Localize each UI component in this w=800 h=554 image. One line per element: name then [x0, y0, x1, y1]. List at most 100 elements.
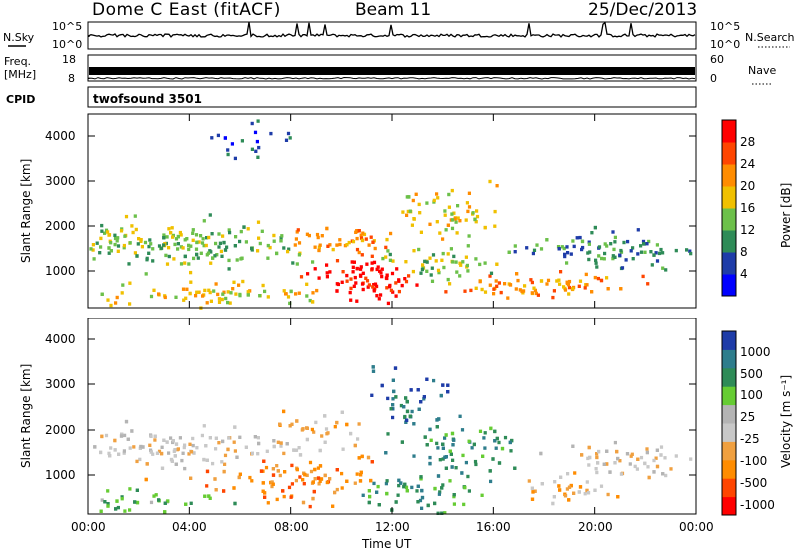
- range-gate-cell: [578, 279, 583, 283]
- range-gate-cell: [394, 395, 398, 399]
- range-gate-cell: [157, 244, 162, 248]
- range-gate-cell: [196, 256, 200, 260]
- range-gate-cell: [578, 485, 583, 489]
- range-gate-cell: [235, 455, 239, 459]
- range-gate-cell: [282, 451, 286, 456]
- range-gate-cell: [331, 504, 335, 508]
- range-gate-cell: [545, 282, 549, 286]
- range-gate-cell: [404, 396, 408, 400]
- range-gate-cell: [605, 462, 609, 466]
- range-gate-cell: [200, 241, 205, 245]
- range-gate-cell: [291, 261, 295, 265]
- range-gate-cell: [270, 484, 274, 489]
- range-gate-cell: [333, 490, 337, 495]
- range-gate-cell: [646, 465, 650, 469]
- nave-label: Nave: [748, 64, 776, 77]
- range-gate-cell: [157, 292, 161, 296]
- range-gate-cell: [271, 473, 276, 477]
- range-gate-cell: [135, 488, 139, 492]
- range-gate-cell: [280, 234, 284, 238]
- range-gate-cell: [250, 121, 254, 126]
- range-gate-cell: [288, 301, 292, 306]
- range-gate-cell: [107, 451, 111, 456]
- range-gate-cell: [594, 467, 598, 471]
- power-x-ticks: [87, 114, 697, 308]
- range-gate-cell: [645, 242, 649, 246]
- colorbar-segment: [722, 208, 736, 231]
- range-gate-cell: [423, 435, 427, 439]
- range-gate-cell: [272, 233, 276, 238]
- range-gate-cell: [440, 258, 444, 262]
- range-gate-cell: [444, 466, 448, 470]
- range-gate-cell: [210, 136, 214, 140]
- range-gate-cell: [458, 261, 462, 265]
- range-gate-cell: [349, 286, 353, 291]
- range-gate-cell: [290, 482, 294, 486]
- range-gate-cell: [311, 496, 315, 501]
- range-gate-cell: [593, 488, 597, 492]
- range-gate-cell: [497, 440, 501, 445]
- range-gate-cell: [454, 466, 458, 470]
- freq-tick-high: 18: [62, 53, 76, 66]
- range-gate-cell: [446, 383, 450, 387]
- range-gate-cell: [116, 505, 120, 510]
- range-gate-cell: [530, 486, 534, 490]
- range-gate-cell: [361, 271, 365, 275]
- range-gate-cell: [335, 468, 339, 472]
- range-gate-cell: [420, 506, 424, 510]
- range-gate-cell: [160, 451, 164, 456]
- range-gate-cell: [246, 293, 250, 297]
- range-gate-cell: [187, 243, 191, 248]
- range-gate-cell: [227, 436, 231, 440]
- range-gate-cell: [353, 443, 357, 448]
- range-gate-cell: [602, 462, 606, 466]
- range-gate-cell: [185, 287, 189, 291]
- range-gate-cell: [131, 230, 135, 235]
- range-gate-cell: [467, 489, 471, 493]
- range-gate-cell: [377, 503, 381, 507]
- range-gate-cell: [250, 451, 254, 456]
- velocity-y-ticks: 1000 2000 3000 4000: [45, 332, 696, 482]
- range-gate-cell: [441, 457, 445, 461]
- range-gate-cell: [155, 451, 160, 455]
- range-gate-cell: [148, 238, 152, 242]
- range-gate-cell: [189, 501, 193, 505]
- range-gate-cell: [183, 466, 187, 471]
- range-gate-cell: [593, 225, 597, 230]
- range-gate-cell: [294, 292, 298, 296]
- range-gate-cell: [108, 454, 112, 458]
- range-gate-cell: [378, 269, 382, 273]
- range-gate-cell: [428, 455, 432, 460]
- range-gate-cell: [100, 223, 104, 228]
- range-gate-cell: [393, 366, 398, 370]
- range-gate-cell: [162, 236, 166, 240]
- range-gate-cell: [399, 481, 403, 485]
- range-gate-cell: [522, 289, 526, 293]
- range-gate-cell: [187, 452, 191, 456]
- range-gate-cell: [689, 457, 693, 461]
- range-gate-cell: [419, 271, 423, 275]
- range-gate-cell: [205, 301, 209, 305]
- range-gate-cell: [351, 265, 355, 269]
- range-gate-cell: [462, 502, 466, 507]
- range-gate-cell: [434, 259, 438, 263]
- range-gate-cell: [551, 501, 555, 506]
- range-gate-cell: [357, 456, 361, 460]
- range-gate-cell: [416, 500, 420, 504]
- range-gate-cell: [195, 252, 199, 257]
- range-gate-cell: [606, 492, 610, 497]
- range-gate-cell: [92, 257, 96, 261]
- range-gate-cell: [659, 445, 664, 449]
- range-gate-cell: [307, 233, 311, 238]
- range-gate-cell: [499, 290, 503, 295]
- range-gate-cell: [586, 251, 590, 255]
- range-gate-cell: [419, 477, 423, 481]
- range-gate-cell: [447, 192, 451, 197]
- colorbar-segment: [722, 441, 736, 461]
- range-gate-cell: [151, 247, 155, 251]
- range-gate-cell: [530, 291, 534, 295]
- range-gate-cell: [151, 259, 155, 263]
- range-gate-cell: [263, 495, 267, 499]
- range-gate-cell: [192, 451, 196, 455]
- range-gate-cell: [446, 390, 450, 394]
